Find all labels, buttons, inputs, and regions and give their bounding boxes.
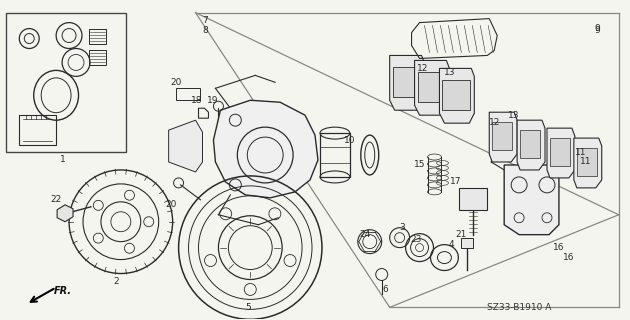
Bar [577,148,597,176]
Text: 11: 11 [575,148,587,156]
Text: 18: 18 [191,96,202,105]
Text: 5: 5 [246,303,251,312]
Bar [550,138,570,166]
Text: 21: 21 [455,230,467,239]
Text: 23: 23 [410,235,421,244]
Text: 19: 19 [207,96,218,105]
Text: 13: 13 [444,68,455,77]
Polygon shape [169,120,202,172]
Text: 2: 2 [113,277,118,286]
Polygon shape [440,68,474,123]
Text: 11: 11 [580,157,592,166]
Text: 22: 22 [50,195,62,204]
Bar [520,130,540,158]
Text: 4: 4 [449,240,454,249]
Text: 8: 8 [203,26,209,35]
Text: 12: 12 [417,64,428,73]
Text: 3: 3 [400,223,406,232]
Polygon shape [547,128,575,178]
Text: 15: 15 [414,160,425,170]
Bar [320,133,350,177]
Polygon shape [574,138,602,188]
Polygon shape [490,112,517,162]
Text: 17: 17 [450,177,461,187]
Polygon shape [517,120,545,170]
Text: 16: 16 [553,243,564,252]
Text: 20: 20 [165,200,176,209]
Text: 1: 1 [60,156,66,164]
Polygon shape [415,60,449,115]
Polygon shape [504,165,559,235]
Bar [418,72,445,102]
Polygon shape [459,188,487,210]
Text: SZ33-B1910 A: SZ33-B1910 A [487,303,551,312]
Bar [461,238,473,248]
Polygon shape [214,100,318,198]
Text: 9: 9 [594,24,600,33]
Text: 9: 9 [594,26,600,35]
Bar [492,122,512,150]
Text: 16: 16 [563,253,575,262]
Text: 24: 24 [359,230,370,239]
Text: 10: 10 [344,136,355,145]
Text: FR.: FR. [54,286,72,296]
Bar [442,80,471,110]
Text: 20: 20 [170,78,181,87]
Text: 12: 12 [488,118,500,127]
Text: 13: 13 [508,111,520,120]
Polygon shape [57,205,73,222]
Text: 7: 7 [203,16,209,25]
Bar [6,13,126,152]
Polygon shape [390,55,425,110]
Text: 6: 6 [383,285,389,294]
Bar [392,68,421,97]
